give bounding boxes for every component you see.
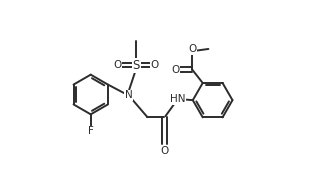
Text: O: O [171, 65, 180, 75]
Text: N: N [125, 91, 132, 100]
Text: O: O [113, 60, 121, 70]
Text: HN: HN [170, 94, 185, 104]
Text: O: O [151, 60, 159, 70]
Text: S: S [132, 59, 140, 72]
Text: O: O [160, 146, 169, 156]
Text: O: O [188, 44, 197, 54]
Text: F: F [88, 126, 94, 136]
